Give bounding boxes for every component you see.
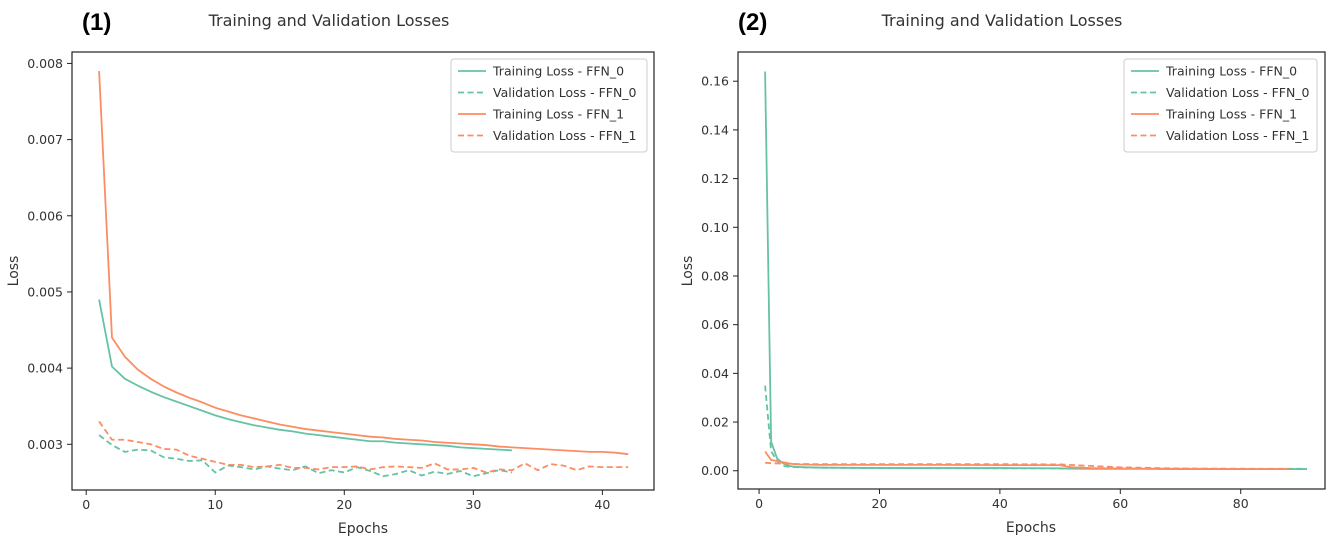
legend-label: Training Loss - FFN_1: [492, 107, 624, 122]
x-tick-label: 40: [594, 497, 610, 512]
legend-label: Training Loss - FFN_0: [1165, 64, 1297, 79]
series-layer: [764, 71, 1307, 470]
plot-frame: [737, 51, 1326, 490]
legend-item: Training Loss - FFN_1: [1131, 107, 1297, 122]
chart-title: Training and Validation Losses: [208, 11, 450, 30]
y-tick-label: 0.02: [701, 415, 729, 430]
y-tick-label: 0.007: [27, 132, 63, 147]
y-axis-label: Loss: [6, 256, 22, 287]
series-layer: [98, 70, 629, 478]
legend-item: Training Loss - FFN_1: [458, 107, 624, 122]
y-tick-label: 0.14: [701, 122, 729, 137]
legend-item: Validation Loss - FFN_0: [458, 85, 637, 100]
y-tick-label: 0.003: [27, 437, 63, 452]
x-tick-label: 40: [992, 496, 1008, 511]
y-tick-label: 0.12: [701, 171, 729, 186]
x-tick-label: 20: [336, 497, 352, 512]
y-tick-label: 0.06: [701, 317, 729, 332]
legend-item: Validation Loss - FFN_1: [458, 128, 637, 143]
legend-item: Validation Loss - FFN_0: [1131, 85, 1310, 100]
series-line-2: [764, 385, 1307, 470]
y-axis-label: Loss: [680, 256, 696, 287]
legend-item: Training Loss - FFN_0: [1131, 64, 1297, 79]
legend-box: [450, 58, 648, 153]
x-tick-label: 20: [872, 496, 888, 511]
series-line-1: [98, 299, 513, 452]
y-tick-label: 0.08: [701, 268, 729, 283]
legend-item: Validation Loss - FFN_1: [1131, 128, 1310, 143]
x-tick-label: 0: [82, 497, 90, 512]
ticks-layer: 0 10 20 30 40 0.003 0.004 0.005 0.006 0.007 0.008: [27, 56, 610, 512]
legend-item: Training Loss - FFN_0: [458, 64, 624, 79]
x-tick-label: 30: [465, 497, 481, 512]
x-tick-label: 0: [755, 496, 763, 511]
legend-box: [1123, 58, 1318, 153]
series-line-4: [98, 420, 629, 474]
legend-label: Validation Loss - FFN_0: [1166, 85, 1310, 100]
y-tick-label: 0.16: [701, 74, 729, 89]
y-tick-label: 0.004: [27, 361, 63, 376]
panel-label: (1): [82, 9, 111, 36]
series-line-3: [98, 70, 629, 456]
x-tick-label: 80: [1233, 496, 1249, 511]
x-tick-label: 60: [1112, 496, 1128, 511]
legend: Training Loss - FFN_0 Validation Loss - …: [450, 58, 648, 153]
y-tick-label: 0.008: [27, 56, 63, 71]
y-tick-label: 0.006: [27, 208, 63, 223]
legend-label: Training Loss - FFN_0: [492, 64, 624, 79]
y-tick-label: 0.10: [701, 220, 729, 235]
x-tick-label: 10: [207, 497, 223, 512]
chart-title: Training and Validation Losses: [881, 11, 1123, 30]
legend-label: Validation Loss - FFN_1: [493, 128, 637, 143]
legend: Training Loss - FFN_0 Validation Loss - …: [1123, 58, 1318, 153]
y-tick-label: 0.005: [27, 284, 63, 299]
legend-label: Validation Loss - FFN_0: [493, 85, 637, 100]
x-axis-label: Epochs: [338, 521, 388, 537]
chart-panel-1: (1) Training and Validation Losses Loss …: [6, 9, 655, 537]
series-line-2: [98, 434, 513, 478]
y-tick-label: 0.04: [701, 366, 729, 381]
panel-label: (2): [738, 9, 767, 36]
plot-frame: [71, 51, 655, 491]
ticks-layer: 0 20 40 60 80 0.00 0.02 0.04 0.06 0.08 0.10 0.12 0.1…: [701, 74, 1249, 511]
x-axis-label: Epochs: [1006, 520, 1056, 536]
chart-panel-2: (2) Training and Validation Losses Loss …: [680, 9, 1326, 536]
series-line-4: [765, 461, 1289, 470]
series-line-3: [764, 450, 1289, 470]
legend-label: Training Loss - FFN_1: [1165, 107, 1297, 122]
legend-label: Validation Loss - FFN_1: [1166, 128, 1310, 143]
y-tick-label: 0.00: [701, 463, 729, 478]
